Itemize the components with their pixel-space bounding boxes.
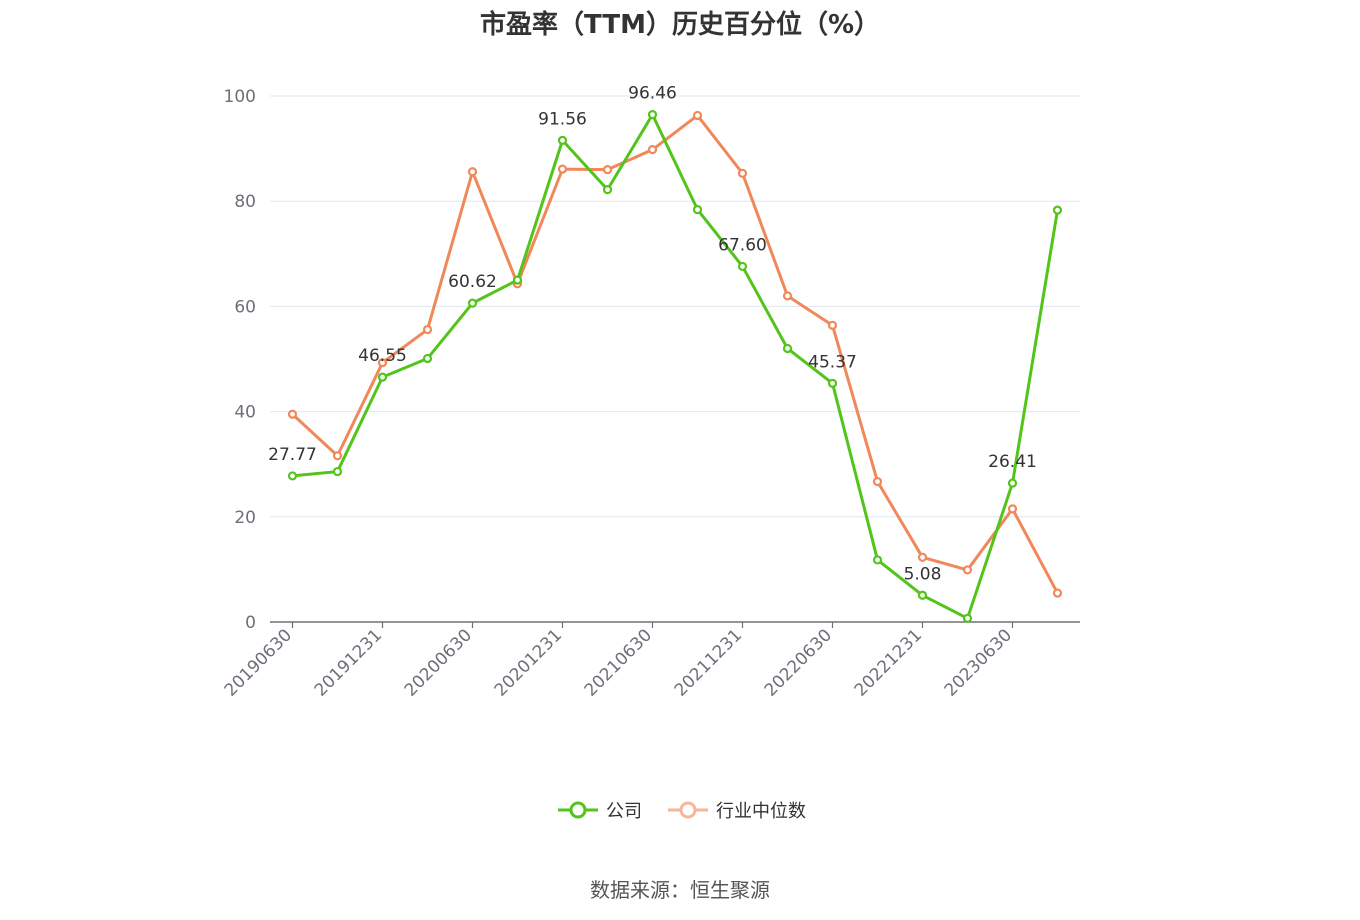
series-line-1 xyxy=(291,113,1059,594)
y-tick-label: 20 xyxy=(234,508,256,528)
data-labels: 27.77 46.55 60.62 91.56 96.46 67.60 45.37 5.08 2… xyxy=(268,84,1037,585)
x-tick-label: 20200630 xyxy=(401,625,476,700)
data-point xyxy=(917,590,928,600)
data-point xyxy=(377,358,388,368)
y-tick-label: 0 xyxy=(245,613,256,633)
data-point xyxy=(602,185,613,195)
data-point xyxy=(332,466,343,477)
data-label: 60.62 xyxy=(448,272,497,292)
data-label: 5.08 xyxy=(904,564,942,584)
grid-lines xyxy=(270,95,1080,518)
data-point xyxy=(737,261,748,272)
x-tick-label: 20221231 xyxy=(851,625,926,700)
data-point xyxy=(827,320,838,330)
data-point xyxy=(917,552,928,562)
x-tick-label: 20220630 xyxy=(761,625,836,700)
data-point xyxy=(1007,478,1018,488)
data-label: 67.60 xyxy=(718,235,767,255)
y-tick-label: 100 xyxy=(224,87,256,107)
data-point xyxy=(647,110,658,120)
data-point xyxy=(602,165,613,175)
data-point xyxy=(512,275,523,285)
series-group xyxy=(287,110,1063,623)
data-point xyxy=(422,324,433,335)
data-point xyxy=(692,205,703,215)
data-point xyxy=(827,378,838,388)
data-point xyxy=(872,555,883,565)
legend: 公司 行业中位数 xyxy=(558,801,806,822)
x-tick-label: 20210630 xyxy=(581,625,656,700)
x-tick-label: 20211231 xyxy=(671,625,746,700)
data-point xyxy=(737,168,748,178)
source-note: 数据来源：恒生聚源 xyxy=(590,878,770,902)
data-point xyxy=(467,298,478,308)
data-point xyxy=(287,471,298,481)
x-tick-label: 20230630 xyxy=(941,625,1016,700)
legend-swatch-marker xyxy=(569,801,587,819)
data-label: 46.55 xyxy=(358,346,407,366)
data-label: 45.37 xyxy=(808,352,857,372)
y-tick-label: 60 xyxy=(234,297,256,317)
data-point xyxy=(782,291,793,301)
data-label: 26.41 xyxy=(988,452,1037,472)
data-point xyxy=(1052,205,1063,215)
x-tick-label: 20190630 xyxy=(221,625,296,700)
data-point xyxy=(287,409,298,419)
data-point xyxy=(692,110,703,121)
y-tick-label: 80 xyxy=(234,192,256,212)
data-point xyxy=(332,451,343,461)
data-point xyxy=(1052,588,1063,598)
data-point xyxy=(557,164,568,174)
data-point xyxy=(782,343,793,354)
legend-swatch-marker xyxy=(679,801,697,819)
data-point xyxy=(1007,504,1018,514)
x-tick-label: 20201231 xyxy=(491,625,566,700)
data-point xyxy=(422,353,433,364)
series-line-0 xyxy=(292,113,1059,620)
legend-label: 行业中位数 xyxy=(716,801,806,822)
x-tick-label: 20191231 xyxy=(311,625,386,700)
y-tick-label: 40 xyxy=(234,403,256,423)
data-point xyxy=(647,145,658,155)
data-point xyxy=(467,167,478,177)
data-label: 96.46 xyxy=(628,84,677,104)
data-point xyxy=(962,565,973,575)
data-point xyxy=(962,613,973,623)
legend-label: 公司 xyxy=(606,801,642,822)
chart-title: 市盈率（TTM）历史百分位（%） xyxy=(480,10,880,40)
data-point xyxy=(872,476,883,487)
data-point xyxy=(557,135,568,145)
data-label: 91.56 xyxy=(538,109,587,129)
data-point xyxy=(377,372,388,382)
data-label: 27.77 xyxy=(268,445,317,465)
